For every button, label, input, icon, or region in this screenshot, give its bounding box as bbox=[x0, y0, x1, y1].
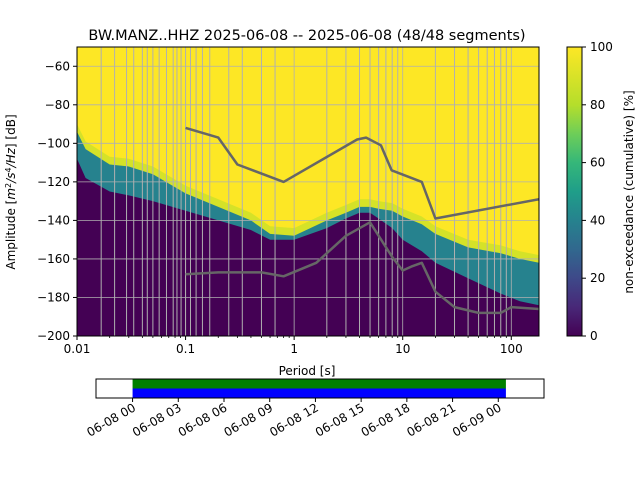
timeline-bars bbox=[132, 379, 506, 398]
x-axis-ticks: 0.01 0.1 1 10 100 bbox=[64, 336, 523, 356]
low-region bbox=[77, 158, 539, 336]
series-line-1 bbox=[185, 126, 539, 220]
y-tick-label: −160 bbox=[37, 252, 70, 266]
y-tick-label: −100 bbox=[37, 136, 70, 150]
colorbar-tick-label: 20 bbox=[590, 271, 605, 285]
colorbar-gradient bbox=[566, 46, 583, 337]
y-tick-label: −200 bbox=[37, 329, 70, 343]
timeline-tick-label: 06-08 03 bbox=[130, 400, 184, 439]
y-axis-ticks: −200 −180 −160 −140 −120 −100 −80 −60 bbox=[37, 59, 77, 343]
y-tick-label: −140 bbox=[37, 213, 70, 227]
timeline-tick-label: 06-08 12 bbox=[267, 400, 321, 439]
colorbar-tick-label: 0 bbox=[590, 329, 598, 343]
colorbar-tick-label: 40 bbox=[590, 213, 605, 227]
colorbar-tick-label: 100 bbox=[590, 40, 613, 54]
x-tick-label: 10 bbox=[395, 342, 410, 356]
timeline-bar-1 bbox=[132, 379, 506, 389]
colorbar-label: non-exceedance (cumulative) [%] bbox=[622, 90, 636, 293]
psd-series bbox=[185, 126, 539, 315]
timeline-tick-label: 06-08 15 bbox=[313, 400, 367, 439]
timeline-tick-label: 06-08 18 bbox=[359, 400, 413, 439]
y-tick-label: −60 bbox=[45, 59, 70, 73]
y-tick-label: −180 bbox=[37, 290, 70, 304]
colorbar-tick-label: 80 bbox=[590, 98, 605, 112]
timeline-tick-label: 06-09 00 bbox=[450, 400, 504, 439]
chart-title: BW.MANZ..HHZ 2025-06-08 -- 2025-06-08 (4… bbox=[88, 28, 525, 44]
timeline-tick-label: 06-08 21 bbox=[404, 400, 458, 439]
x-tick-label: 100 bbox=[500, 342, 523, 356]
y-tick-label: −80 bbox=[45, 98, 70, 112]
timeline-bar-2 bbox=[132, 388, 506, 398]
colorbar-tick-label: 60 bbox=[590, 156, 605, 170]
colorbar: 0 20 40 60 80 100 non-exceedance (cumulative)… bbox=[566, 40, 636, 343]
psd-plot: 0.01 0.1 1 10 100 −200 −180 −160 −140 −120 −100 −8… bbox=[4, 46, 540, 378]
timeline-tick-label: 06-08 06 bbox=[176, 400, 230, 439]
timeline-tick-label: 06-08 09 bbox=[221, 400, 275, 439]
x-tick-label: 1 bbox=[290, 342, 298, 356]
grid-lines bbox=[77, 47, 539, 336]
y-axis-label: Amplitude [m2/s4/Hz] [dB] bbox=[4, 114, 19, 269]
x-axis-label: Period [s] bbox=[279, 364, 336, 378]
y-tick-label: −120 bbox=[37, 175, 70, 189]
x-tick-label: 0.01 bbox=[64, 342, 91, 356]
timeline-frame bbox=[95, 378, 545, 399]
colorbar-ticks: 0 20 40 60 80 100 bbox=[582, 40, 613, 343]
series-line-2 bbox=[185, 221, 539, 315]
plot-frame bbox=[76, 46, 540, 337]
x-tick-label: 0.1 bbox=[176, 342, 195, 356]
period-grid-lines bbox=[100, 47, 507, 336]
timeline-tick-label: 06-08 00 bbox=[84, 400, 138, 439]
